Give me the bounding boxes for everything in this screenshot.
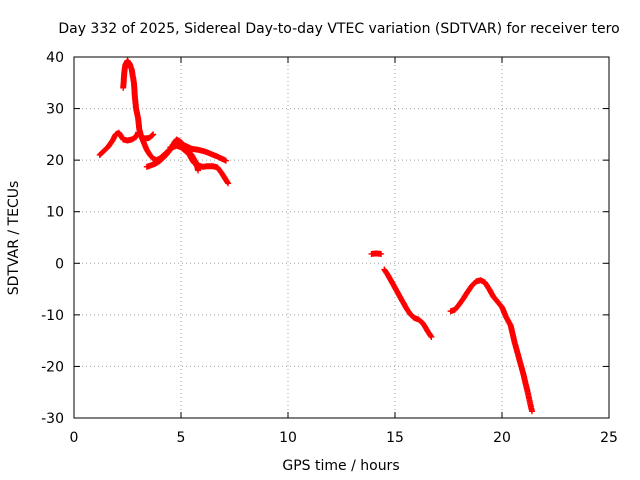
x-tick-label: 10 [279,430,297,446]
y-tick-label: 0 [55,256,64,272]
x-tick-label: 15 [386,430,404,446]
x-tick-label: 5 [177,430,186,446]
data-point-track [167,141,229,164]
plot-frame [73,56,610,419]
data-point-track [120,57,232,187]
y-tick-label: 20 [46,153,64,169]
data-point-track [368,250,385,257]
y-tick-label: -10 [41,308,64,324]
chart-title: Day 332 of 2025, Sidereal Day-to-day VTE… [58,21,619,37]
grid-lines [74,57,609,418]
y-tick-label: 10 [46,205,64,221]
axis-ticks: 0 5 10 15 20 25 -30 -20 -10 0 10 20 30 40 [41,50,618,446]
y-tick-label: -30 [41,411,64,427]
y-tick-label: -20 [41,359,64,375]
x-tick-label: 25 [600,430,618,446]
data-points [96,57,535,415]
x-tick-label: 20 [493,430,511,446]
x-tick-label: 0 [70,430,79,446]
y-tick-label: 30 [46,102,64,118]
y-tick-label: 40 [46,50,64,66]
x-axis-label: GPS time / hours [282,458,399,474]
data-point-track [381,266,435,340]
y-axis-label: SDTVAR / TECUs [6,181,22,296]
data-point-track [447,277,535,415]
